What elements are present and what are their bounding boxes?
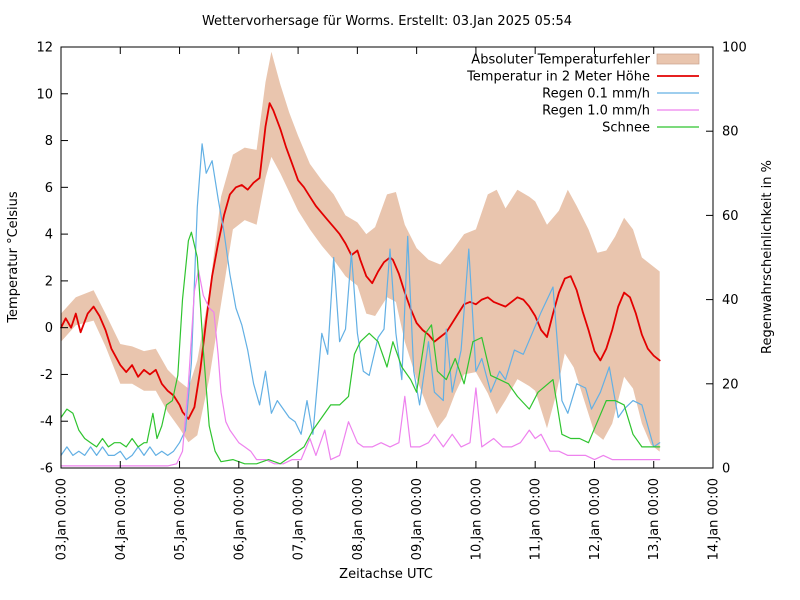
legend-item-regen-0-1-mm-h: Regen 0.1 mm/h <box>542 87 699 102</box>
y-left-tick-label: 10 <box>36 87 53 102</box>
y-left-tick-label: -4 <box>40 415 53 430</box>
legend-band-swatch <box>656 53 700 65</box>
legend-label: Regen 1.0 mm/h <box>542 104 650 119</box>
legend: Absoluter Temperaturfehler Temperatur in … <box>466 53 700 136</box>
legend-label: Absoluter Temperaturfehler <box>471 53 650 68</box>
x-tick-label: 12.Jan 00:00 <box>588 478 603 560</box>
x-tick-label: 07.Jan 00:00 <box>292 478 307 560</box>
legend-label: Schnee <box>602 121 650 136</box>
tick-labels-layer: 03.Jan 00:00 04.Jan 00:00 05.Jan 00:00 06.J… <box>36 41 746 561</box>
y-left-tick-label: 8 <box>45 134 53 149</box>
x-tick-label: 10.Jan 00:00 <box>469 478 484 560</box>
x-tick-label: 09.Jan 00:00 <box>410 478 425 560</box>
legend-item-temperatur-in-2-meter-höhe: Temperatur in 2 Meter Höhe <box>466 70 699 85</box>
y-left-tick-label: 4 <box>45 228 53 243</box>
y-right-axis-label: Regenwahrscheinlichkeit in % <box>760 160 775 354</box>
y-left-tick-label: 2 <box>45 274 53 289</box>
x-tick-label: 14.Jan 00:00 <box>707 478 722 560</box>
x-tick-label: 13.Jan 00:00 <box>647 478 662 560</box>
legend-label: Temperatur in 2 Meter Höhe <box>466 70 650 85</box>
chart-title: Wettervorhersage für Worms. Erstellt: 03… <box>202 14 572 29</box>
x-tick-label: 05.Jan 00:00 <box>173 478 188 560</box>
x-tick-label: 06.Jan 00:00 <box>232 478 247 560</box>
legend-item-absoluter-temperaturfehler: Absoluter Temperaturfehler <box>471 53 700 68</box>
series-line-schnee <box>60 231 661 465</box>
series-line-temperatur-in-2-meter-höhe <box>60 102 661 420</box>
y-right-tick-label: 100 <box>722 41 747 56</box>
y-right-tick-label: 60 <box>722 209 739 224</box>
y-right-tick-label: 0 <box>722 462 730 477</box>
y-left-tick-label: -6 <box>40 462 53 477</box>
y-right-tick-label: 20 <box>722 377 739 392</box>
series-line-regen-1-0-mm-h <box>60 269 661 467</box>
error-band-layer <box>61 51 660 452</box>
legend-item-regen-1-0-mm-h: Regen 1.0 mm/h <box>542 104 699 119</box>
legend-item-schnee: Schnee <box>602 121 699 136</box>
x-axis-label: Zeitachse UTC <box>339 567 433 582</box>
x-tick-label: 04.Jan 00:00 <box>114 478 129 560</box>
y-left-tick-label: 12 <box>36 41 53 56</box>
series-line-regen-0-1-mm-h <box>60 143 661 461</box>
y-right-tick-label: 40 <box>722 293 739 308</box>
y-right-tick-label: 80 <box>722 125 739 140</box>
y-left-tick-label: 0 <box>45 321 53 336</box>
y-left-axis-label: Temperatur °Celsius <box>6 191 21 324</box>
plot-border <box>60 46 714 469</box>
x-tick-label: 03.Jan 00:00 <box>55 478 70 560</box>
series-band-absoluter-temperaturfehler <box>61 51 660 452</box>
plot-frame-and-ticks <box>60 46 714 469</box>
series-lines-layer <box>60 102 661 467</box>
y-left-tick-label: 6 <box>45 181 53 196</box>
x-tick-label: 11.Jan 00:00 <box>529 478 544 560</box>
x-tick-label: 08.Jan 00:00 <box>351 478 366 560</box>
y-left-tick-label: -2 <box>40 368 53 383</box>
legend-label: Regen 0.1 mm/h <box>542 87 650 102</box>
